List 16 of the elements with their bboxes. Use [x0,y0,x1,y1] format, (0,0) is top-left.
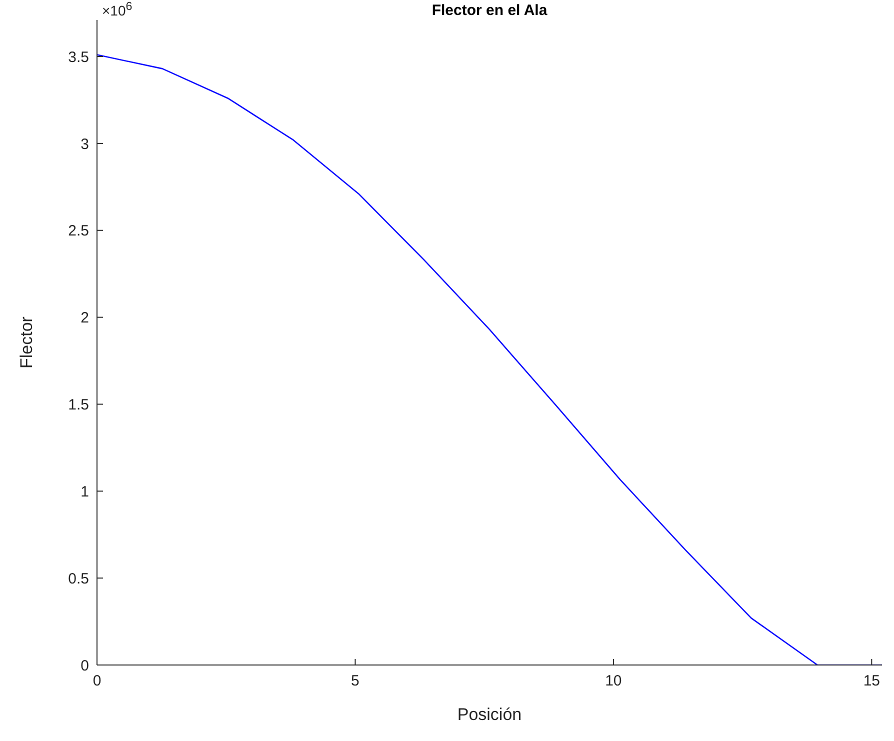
y-tick-label: 1.5 [68,396,89,414]
x-tick-label: 15 [863,672,880,690]
y-tick-label: 0 [80,657,89,674]
x-tick-label: 5 [351,672,360,690]
x-tick-label: 10 [605,672,622,690]
y-tick-label: 2.5 [68,222,89,240]
y-tick-label: 3.5 [68,48,89,66]
y-tick-label: 2 [80,310,89,327]
y-tick-label: 1 [80,483,89,500]
y-tick-label: 0.5 [68,570,89,588]
x-tick-label: 0 [92,672,102,690]
chart-title: Flector en el Ala [432,2,548,19]
y-axis-title: Flector [17,316,36,368]
x-axis-title: Posición [457,705,522,724]
y-tick-label: 3 [80,136,89,153]
text: ×10$^{6}$ [102,0,132,19]
